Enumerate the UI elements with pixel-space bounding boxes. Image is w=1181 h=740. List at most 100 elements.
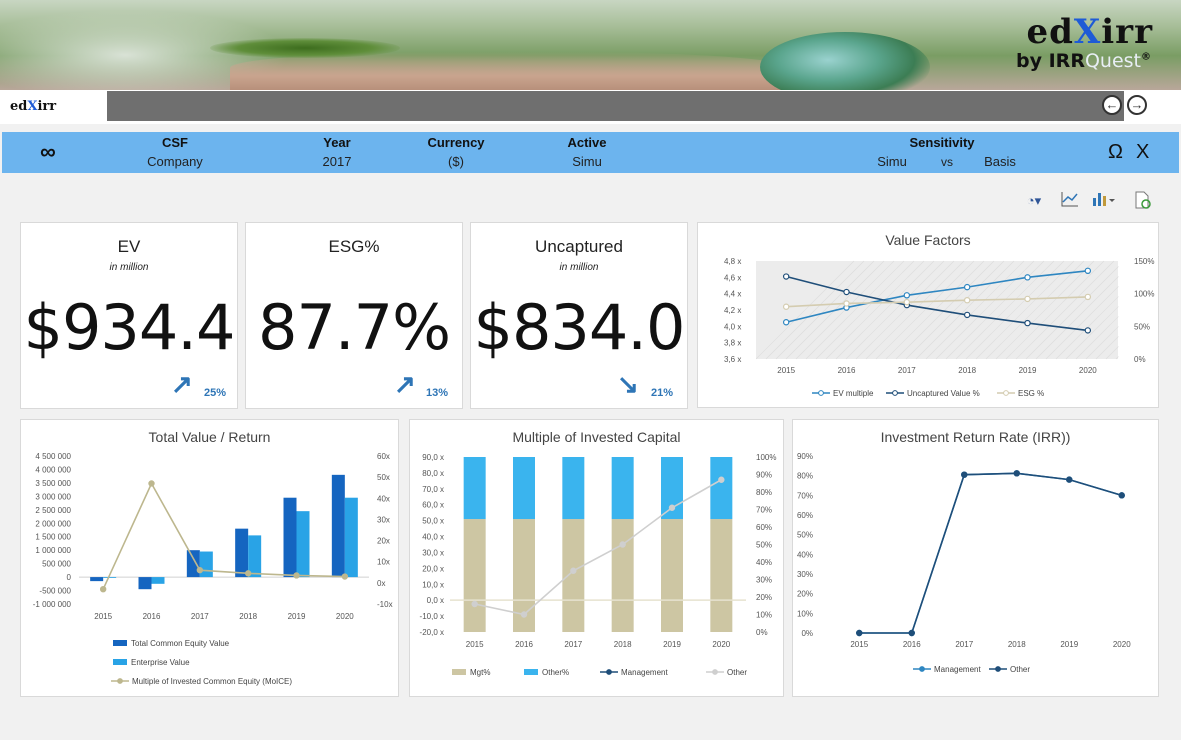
hatch-line bbox=[815, 260, 915, 360]
back-arrow-icon[interactable]: ← bbox=[1102, 95, 1122, 115]
x-tick-label: 2015 bbox=[466, 640, 484, 649]
line-chart-icon[interactable] bbox=[1058, 190, 1082, 212]
legend-swatch bbox=[113, 659, 127, 665]
other-point bbox=[471, 600, 478, 608]
x-tick-label: 2017 bbox=[898, 366, 916, 375]
moic-card: Multiple of Invested Capital 90,0 x 80,0 … bbox=[409, 419, 784, 697]
y-tick-label: 0,0 x bbox=[427, 596, 444, 605]
series-1-point bbox=[1024, 319, 1031, 327]
y-tick-label: -500 000 bbox=[39, 587, 71, 596]
kpi-title: EV bbox=[117, 237, 141, 256]
hatch-line bbox=[975, 260, 1075, 360]
y-tick-label: 1 000 000 bbox=[35, 546, 71, 555]
bar bbox=[138, 577, 152, 590]
series-0-point bbox=[1084, 267, 1092, 275]
plot-clip bbox=[698, 259, 756, 361]
series-2-point bbox=[1024, 295, 1031, 303]
x-tick-label: 2017 bbox=[191, 612, 209, 621]
banner-tree-image bbox=[210, 38, 400, 58]
pie-chart-icon[interactable]: ◔▾ bbox=[1026, 193, 1042, 208]
y-tick-label: 60% bbox=[797, 511, 813, 520]
x-tick-label: 2015 bbox=[777, 366, 795, 375]
active-value[interactable]: Simu bbox=[572, 154, 602, 169]
bar bbox=[248, 535, 262, 578]
kpi-value: 87.7% bbox=[258, 291, 451, 364]
series-2-point bbox=[1084, 293, 1092, 301]
banner-globe-image bbox=[760, 32, 930, 90]
sensitivity-b[interactable]: Basis bbox=[984, 154, 1016, 169]
x-tick-label: 2015 bbox=[94, 612, 112, 621]
kpi-card-ev: EV in million $934.4 ↗ 25% bbox=[20, 222, 238, 409]
legend-label: Other% bbox=[542, 668, 569, 677]
bar bbox=[151, 577, 165, 584]
moice-point bbox=[148, 480, 155, 487]
year-value[interactable]: 2017 bbox=[322, 154, 352, 169]
bar bbox=[331, 474, 345, 578]
csf-value[interactable]: Company bbox=[147, 154, 203, 169]
y2-tick-label: 30% bbox=[756, 576, 772, 585]
active-label: Active bbox=[567, 135, 607, 150]
x-tick-label: 2016 bbox=[515, 640, 533, 649]
legend-label: Other bbox=[1010, 665, 1030, 674]
hatch-line bbox=[925, 260, 1025, 360]
y2-tick-label: 100% bbox=[1134, 290, 1154, 299]
total-value-card: Total Value / Return 4 500 000 4 000 000 3… bbox=[20, 419, 399, 697]
value-factors-card: Value Factors 4,8 x 4,6 x 4,4 x 4,2 x 4,0 x 3… bbox=[697, 222, 1159, 408]
hatch-line bbox=[1015, 260, 1115, 360]
x-tick-label: 2020 bbox=[1113, 640, 1131, 649]
hatch-line bbox=[865, 260, 965, 360]
refresh-doc-icon[interactable] bbox=[1130, 190, 1154, 212]
x-tick-label: 2017 bbox=[955, 640, 973, 649]
chart-title: Value Factors bbox=[885, 232, 971, 248]
irr-card: Investment Return Rate (IRR)) 90% 80% 70% 6… bbox=[792, 419, 1159, 697]
kpi-title: Uncaptured bbox=[535, 237, 623, 256]
other-point bbox=[520, 611, 528, 618]
sensitivity-a[interactable]: Simu bbox=[877, 154, 907, 169]
trend-up-arrow-icon: ↗ bbox=[394, 369, 416, 399]
y-tick-label: 2 500 000 bbox=[35, 506, 71, 515]
close-button[interactable]: X bbox=[1136, 141, 1150, 163]
forward-arrow-icon[interactable]: → bbox=[1127, 95, 1147, 115]
currency-value[interactable]: ($) bbox=[448, 154, 464, 169]
series-1-line bbox=[785, 275, 1088, 332]
bar bbox=[90, 577, 104, 582]
y-tick-label: 500 000 bbox=[42, 560, 71, 569]
series-0-point bbox=[903, 292, 911, 299]
bar-chart-icon[interactable] bbox=[1090, 190, 1115, 212]
y2-tick-label: 90% bbox=[756, 471, 772, 480]
kpi-card-uncaptured: Uncaptured in million $834.0 ↘ 21% bbox=[470, 222, 688, 409]
x-tick-label: 2016 bbox=[143, 612, 161, 621]
bar-mgt bbox=[611, 519, 634, 632]
bar-mgt bbox=[513, 519, 535, 632]
nav-logo[interactable]: edXirr bbox=[10, 99, 57, 114]
hatch-line bbox=[985, 260, 1085, 360]
hatch-line bbox=[855, 260, 955, 360]
bar-mgt bbox=[710, 519, 733, 632]
y2-tick-label: 40% bbox=[756, 558, 772, 567]
x-tick-label: 2020 bbox=[712, 640, 730, 649]
y-tick-label: -1 000 000 bbox=[33, 600, 72, 609]
omega-icon[interactable]: Ω bbox=[1108, 141, 1123, 163]
x-tick-label: 2020 bbox=[1079, 366, 1097, 375]
legend-marker bbox=[712, 669, 718, 675]
y-tick-label: 40% bbox=[797, 550, 813, 559]
legend-marker bbox=[818, 390, 824, 396]
x-tick-label: 2019 bbox=[663, 640, 681, 649]
irr-series-1-line bbox=[859, 472, 1122, 634]
y-tick-label: 4,8 x bbox=[724, 257, 741, 266]
value-factors-chart: 4,8 x 4,6 x 4,4 x 4,2 x 4,0 x 3,8 x 3,6 x 150% 1… bbox=[698, 257, 1158, 398]
bar-mgt bbox=[661, 519, 683, 632]
y-tick-label: 1 500 000 bbox=[35, 533, 71, 542]
x-tick-label: 2016 bbox=[903, 640, 921, 649]
y2-tick-label: 70% bbox=[756, 506, 772, 515]
irr-series-1-point bbox=[856, 629, 863, 637]
chart-title: Investment Return Rate (IRR)) bbox=[880, 429, 1071, 445]
legend-marker bbox=[606, 669, 612, 675]
y-tick-label: 90% bbox=[797, 452, 813, 461]
x-tick-label: 2019 bbox=[1060, 640, 1078, 649]
infinity-icon[interactable]: ∞ bbox=[40, 139, 56, 164]
x-tick-label: 2016 bbox=[838, 366, 856, 375]
sensitivity-vs: vs bbox=[941, 155, 953, 169]
y-tick-label: 80,0 x bbox=[422, 469, 444, 478]
moice-point bbox=[341, 573, 349, 580]
